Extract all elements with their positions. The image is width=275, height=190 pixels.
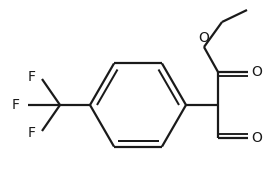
Text: F: F: [12, 98, 20, 112]
Text: O: O: [251, 131, 262, 145]
Text: O: O: [199, 31, 210, 45]
Text: F: F: [28, 70, 36, 84]
Text: F: F: [28, 126, 36, 140]
Text: O: O: [251, 65, 262, 79]
